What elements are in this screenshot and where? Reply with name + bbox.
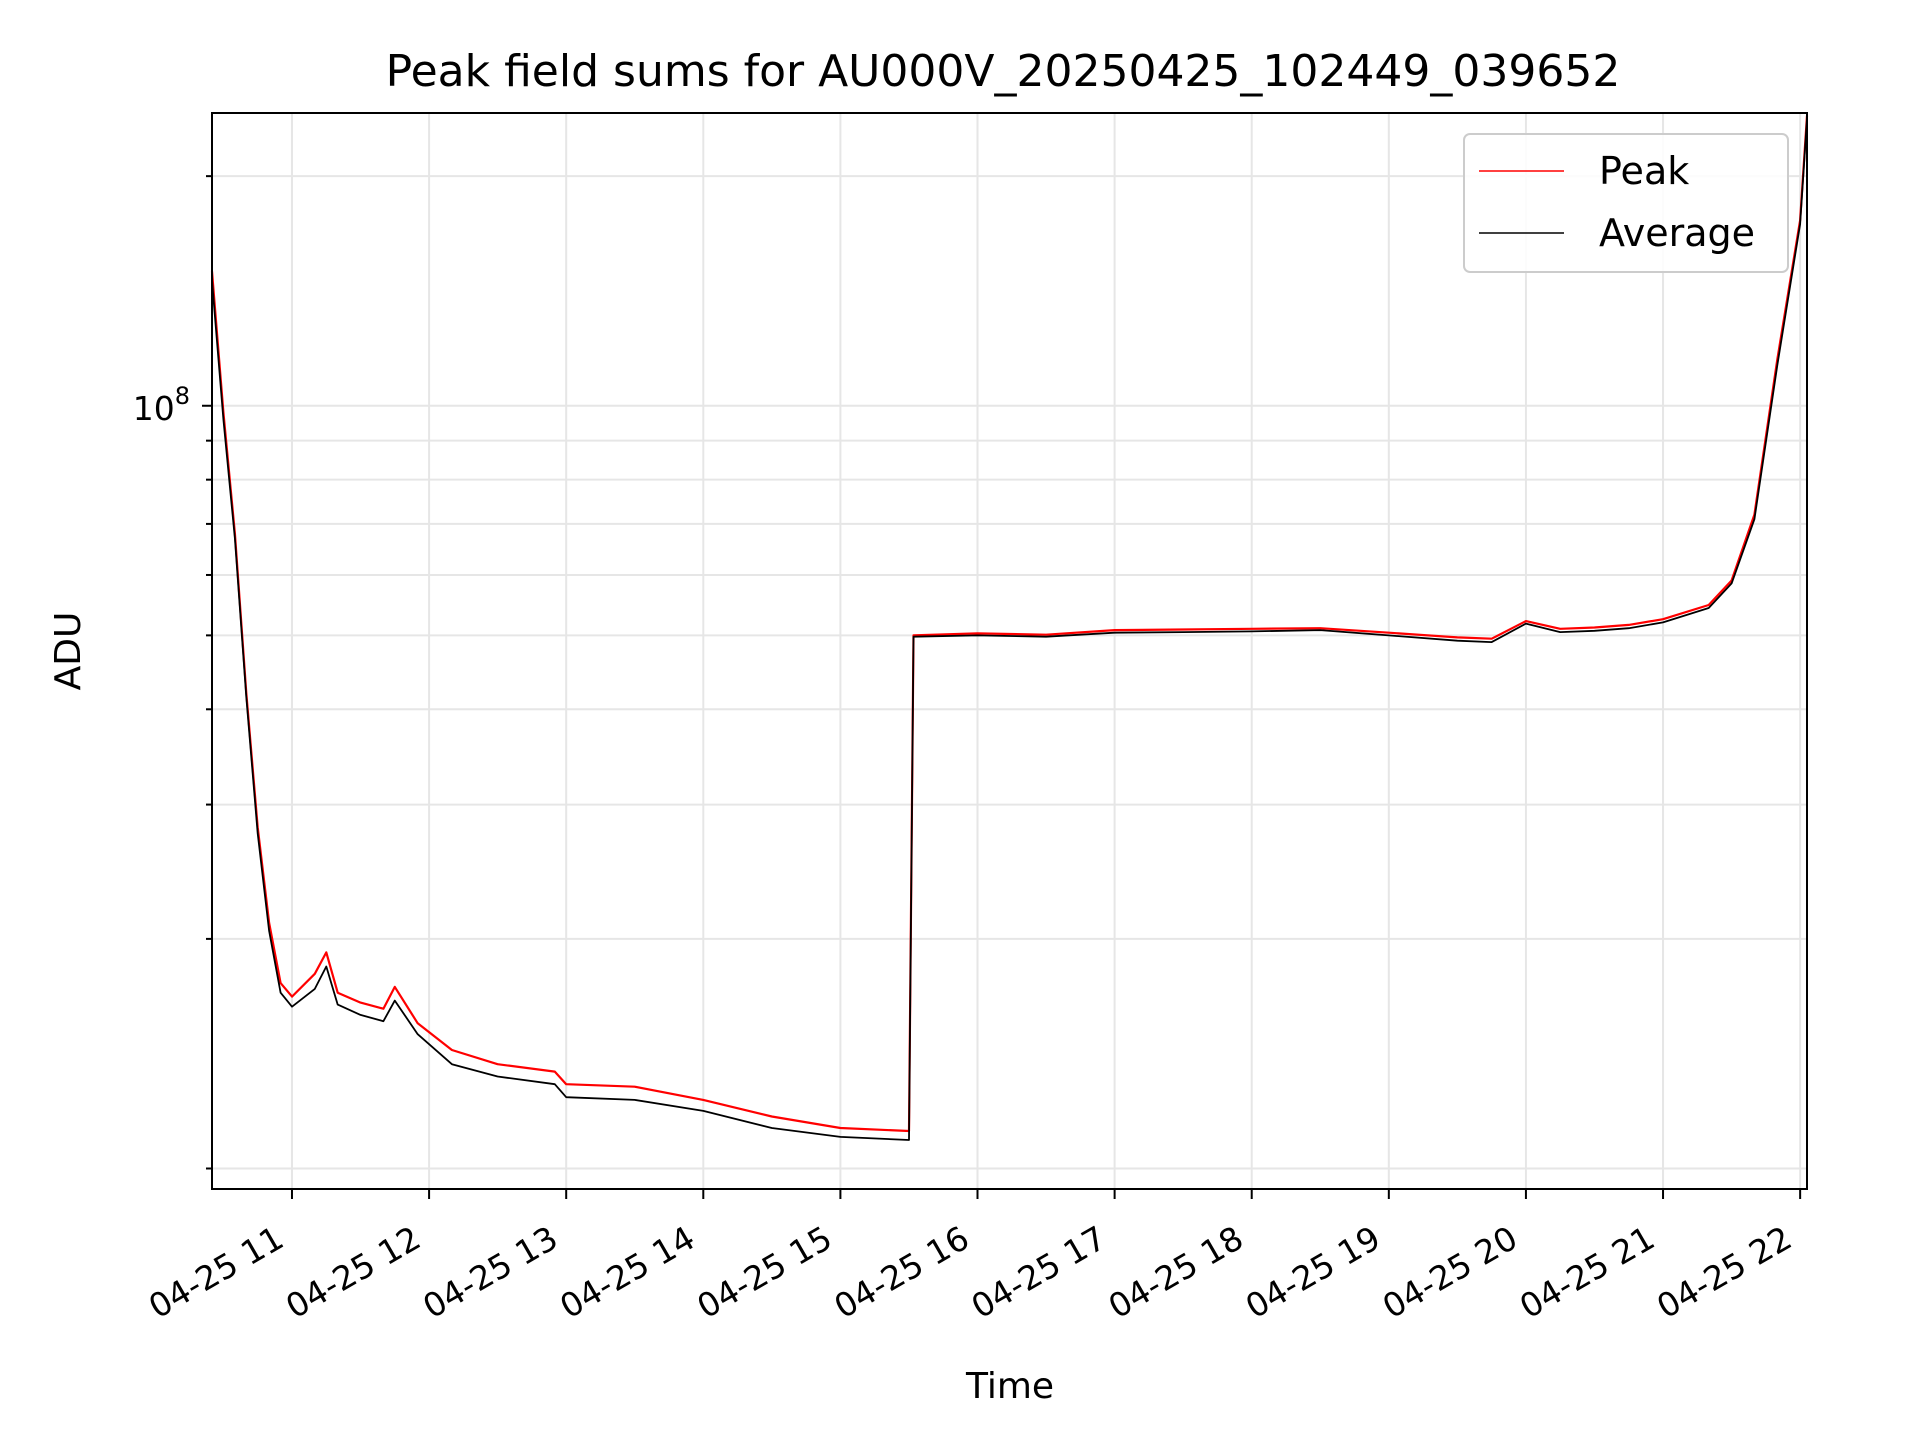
x-tick-label: 04-25 11 (142, 1218, 290, 1326)
series-line-average (211, 118, 1808, 1141)
x-tick-label: 04-25 14 (553, 1218, 701, 1326)
x-tick-label: 04-25 22 (1650, 1218, 1798, 1326)
grid (212, 113, 1807, 1189)
x-tick-label: 04-25 17 (965, 1218, 1113, 1326)
x-tick-label: 04-25 19 (1239, 1218, 1387, 1326)
series-line-peak (210, 115, 1809, 1133)
legend: Peak Average (1463, 133, 1789, 273)
legend-label-peak: Peak (1599, 149, 1689, 193)
y-axis-label: ADU (48, 612, 89, 691)
legend-label-average: Average (1599, 211, 1755, 255)
x-tick-label: 04-25 20 (1376, 1218, 1524, 1326)
y-axis-ticks: 108 (133, 175, 212, 1170)
x-axis-label: Time (965, 1366, 1054, 1407)
x-tick-label: 04-25 12 (279, 1218, 427, 1326)
x-tick-label: 04-25 21 (1513, 1218, 1661, 1326)
x-tick-label: 04-25 16 (828, 1218, 976, 1326)
chart-title: Peak field sums for AU000V_20250425_1024… (386, 46, 1621, 97)
x-tick-label: 04-25 18 (1102, 1218, 1250, 1326)
plot-area (210, 115, 1809, 1141)
axes-frame (211, 112, 1808, 1190)
y-tick-label: 108 (133, 382, 190, 428)
x-tick-label: 04-25 13 (416, 1218, 564, 1326)
x-tick-label: 04-25 15 (690, 1218, 838, 1326)
legend-box (1463, 133, 1789, 273)
